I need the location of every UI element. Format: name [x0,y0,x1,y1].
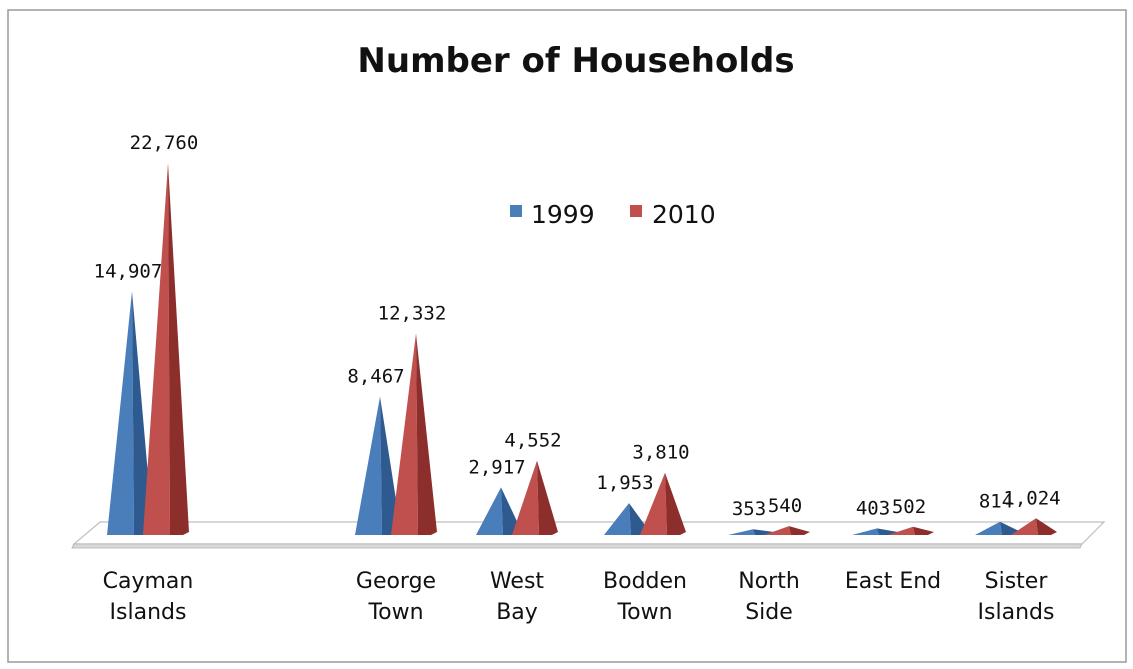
data-label-sister-islands-2010: 1,024 [1003,487,1060,509]
data-label-george-town-1999: 8,467 [347,366,404,388]
bar-north-side-2010-front [764,526,791,535]
bar-east-end-1999-side [877,528,898,535]
bar-cayman-islands-1999-front [107,291,134,535]
bar-bodden-town-2010-front [640,472,667,535]
category-label-east-end: East End [845,569,941,594]
data-label-north-side-2010: 540 [768,495,802,517]
data-label-east-end-2010: 502 [892,496,926,518]
bar-sister-islands-1999-front [975,521,1002,535]
bar-layer [107,163,1057,535]
bar-bodden-town-1999-front [604,503,631,535]
bar-sister-islands-2010-side [1036,518,1057,535]
bar-east-end-1999 [852,528,898,535]
legend-label-2010: 2010 [652,200,716,229]
bar-george-town-2010 [391,333,437,535]
bar-george-town-2010-side [416,333,437,535]
category-label-west-bay: West Bay [490,569,544,625]
bar-george-town-1999-front [355,396,382,535]
bar-cayman-islands-2010-side [168,163,189,535]
data-label-bodden-town-2010: 3,810 [632,442,689,464]
data-label-west-bay-1999: 2,917 [468,456,525,478]
bar-west-bay-2010-front [512,460,539,535]
bar-east-end-1999-front [852,528,879,535]
chart-floor [71,521,1106,549]
floor-top [72,521,1106,545]
category-label-cayman-islands: Cayman Islands [103,569,194,625]
bar-cayman-islands-2010 [143,163,189,535]
category-label-north-side: North Side [738,569,800,625]
bar-north-side-1999-front [728,529,755,535]
data-label-north-side-1999: 353 [732,498,766,520]
data-label-cayman-islands-2010: 22,760 [130,132,199,154]
bar-sister-islands-2010 [1011,518,1057,535]
data-label-east-end-1999: 403 [856,497,890,519]
data-label-west-bay-2010: 4,552 [504,430,561,452]
category-label-george-town: George Town [356,569,436,625]
legend: 1999 2010 [510,200,716,229]
chart-border [7,9,1127,663]
data-label-bodden-town-1999: 1,953 [596,472,653,494]
bar-bodden-town-2010-side [665,472,686,535]
category-label-sister-islands: Sister Islands [978,569,1055,625]
bar-cayman-islands-2010-front [143,163,170,535]
bar-east-end-2010-front [888,526,915,535]
bar-sister-islands-1999 [975,521,1021,535]
data-label-cayman-islands-1999: 14,907 [94,260,163,282]
legend-label-1999: 1999 [531,200,595,229]
bar-north-side-2010-side [789,526,810,535]
bar-west-bay-2010 [512,460,558,535]
chart-title: Number of Households [357,41,794,81]
data-label-sister-islands-1999: 814 [979,491,1013,513]
data-label-george-town-2010: 12,332 [378,302,447,324]
bar-east-end-2010-side [913,526,934,535]
bar-west-bay-2010-side [537,460,558,535]
bar-east-end-2010 [888,526,934,535]
category-label-bodden-town: Bodden Town [603,569,687,625]
bar-west-bay-1999-front [476,487,503,535]
category-label-layer: Cayman Islands George Town West Bay Bodden Town… [103,569,1055,625]
bar-north-side-2010 [764,526,810,535]
bar-sister-islands-1999-side [1000,521,1021,535]
bar-george-town-2010-front [391,333,418,535]
legend-swatch-1999 [510,205,522,217]
bar-sister-islands-2010-front [1011,518,1038,535]
floor-edge [71,543,1083,549]
bar-bodden-town-2010 [640,472,686,535]
legend-swatch-2010 [630,205,642,217]
data-label-layer: 14,907 22,760 8,467 12,332 2,917 4,552 1,953 3,… [94,132,1061,520]
